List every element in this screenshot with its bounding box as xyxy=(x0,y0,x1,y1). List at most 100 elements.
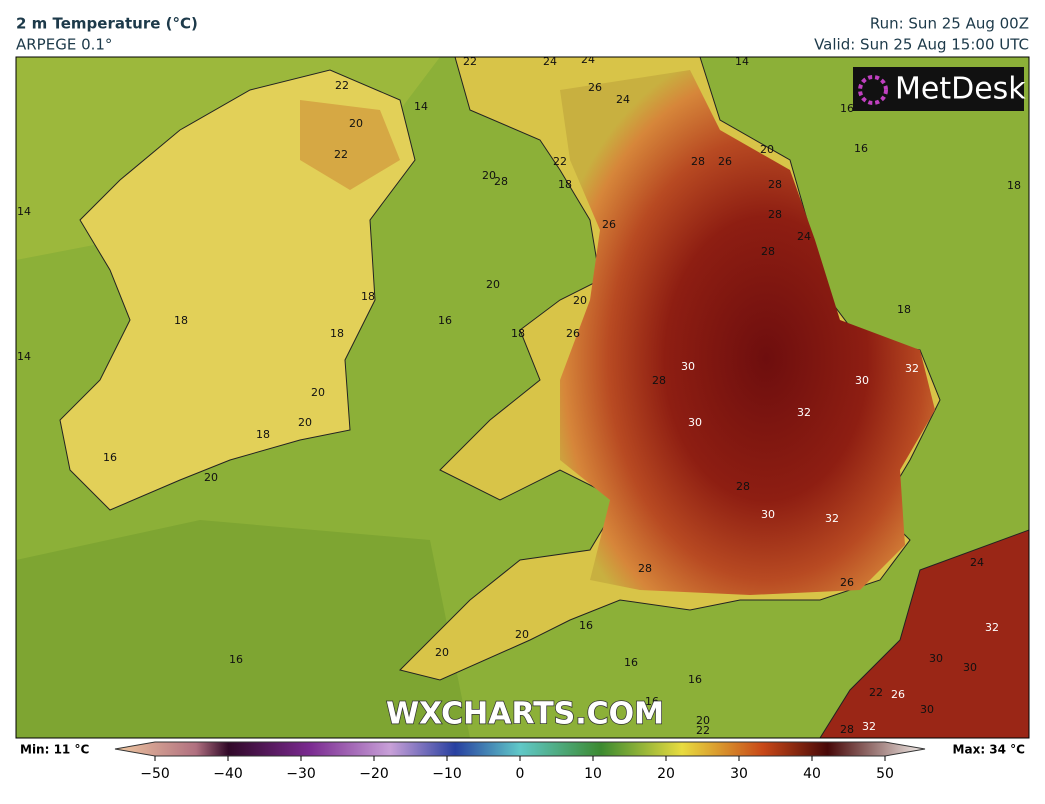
contour-label: 30 xyxy=(920,703,934,716)
contour-label: 16 xyxy=(103,451,117,464)
contour-label: 18 xyxy=(897,303,911,316)
contour-label: 20 xyxy=(482,169,496,182)
contour-label: 18 xyxy=(511,327,525,340)
colorbar-tick-label: −30 xyxy=(286,766,316,782)
contour-label: 20 xyxy=(204,471,218,484)
contour-label: 22 xyxy=(334,148,348,161)
colorbar-tick-label: 50 xyxy=(876,766,894,782)
contour-label: 28 xyxy=(691,155,705,168)
contour-label: 30 xyxy=(681,360,695,373)
model: ARPEGE 0.1° xyxy=(16,36,112,54)
contour-label: 18 xyxy=(558,178,572,191)
contour-label: 30 xyxy=(855,374,869,387)
contour-label: 16 xyxy=(438,314,452,327)
contour-label: 28 xyxy=(761,245,775,258)
contour-label: 20 xyxy=(696,714,710,727)
contour-label: 18 xyxy=(330,327,344,340)
contour-label: 20 xyxy=(349,117,363,130)
contour-label: 20 xyxy=(486,278,500,291)
logo-box xyxy=(853,67,1024,111)
colorbar-tick-label: −50 xyxy=(140,766,170,782)
contour-label: 14 xyxy=(17,205,31,218)
contour-label: 32 xyxy=(797,406,811,419)
sea-south xyxy=(16,520,470,738)
contour-label: 22 xyxy=(463,55,477,68)
colorbar-tick-label: 10 xyxy=(584,766,602,782)
contour-label: 28 xyxy=(840,723,854,736)
contour-label: 14 xyxy=(735,55,749,68)
logo: MetDesk xyxy=(895,72,1026,107)
contour-label: 18 xyxy=(1007,179,1021,192)
contour-label: 28 xyxy=(652,374,666,387)
contour-label: 26 xyxy=(840,576,854,589)
contour-label: 26 xyxy=(718,155,732,168)
run: Run: Sun 25 Aug 00Z xyxy=(870,15,1029,33)
contour-label: 32 xyxy=(862,720,876,733)
contour-label: 16 xyxy=(840,102,854,115)
valid: Valid: Sun 25 Aug 15:00 UTC xyxy=(814,36,1029,54)
contour-label: 24 xyxy=(616,93,630,106)
contour-label: 14 xyxy=(17,350,31,363)
contour-label: 28 xyxy=(736,480,750,493)
contour-label: 16 xyxy=(229,653,243,666)
colorbar-tick-label: −20 xyxy=(359,766,389,782)
contour-label: 16 xyxy=(579,619,593,632)
colorbar-tick-label: −40 xyxy=(213,766,243,782)
contour-label: 24 xyxy=(581,53,595,66)
contour-label: 24 xyxy=(970,556,984,569)
contour-label: 16 xyxy=(624,656,638,669)
max-label: Max: 34 °C xyxy=(953,743,1026,757)
contour-label: 16 xyxy=(645,695,659,708)
france xyxy=(819,529,1029,738)
contour-label: 16 xyxy=(688,673,702,686)
contour-label: 28 xyxy=(638,562,652,575)
ireland-warm xyxy=(300,100,400,190)
contour-label: 32 xyxy=(825,512,839,525)
contour-label: 24 xyxy=(543,55,557,68)
contour-label: 20 xyxy=(573,294,587,307)
contour-label: 26 xyxy=(891,688,905,701)
contour-label: 22 xyxy=(869,686,883,699)
contour-label: 20 xyxy=(298,416,312,429)
logo-icon xyxy=(858,75,888,105)
contour-label: 26 xyxy=(602,218,616,231)
title: 2 m Temperature (°C) xyxy=(16,15,198,33)
contour-label: 20 xyxy=(435,646,449,659)
colorbar-tick-label: −10 xyxy=(432,766,462,782)
contour-label: 26 xyxy=(588,81,602,94)
ireland xyxy=(59,69,416,511)
contour-label: 28 xyxy=(768,178,782,191)
contour-label: 30 xyxy=(761,508,775,521)
contour-label: 20 xyxy=(515,628,529,641)
contour-label: 18 xyxy=(256,428,270,441)
contour-label: 32 xyxy=(985,621,999,634)
contour-label: 28 xyxy=(768,208,782,221)
contour-label: 22 xyxy=(553,155,567,168)
contour-label: 14 xyxy=(414,100,428,113)
contour-label: 22 xyxy=(696,724,710,737)
contour-label: 22 xyxy=(335,79,349,92)
min-label: Min: 11 °C xyxy=(20,743,89,757)
contour-label: 20 xyxy=(760,143,774,156)
contour-label: 30 xyxy=(929,652,943,665)
watermark: WXCHARTS.COM xyxy=(386,697,664,732)
colorbar xyxy=(114,741,926,757)
colorbar-tick-label: 30 xyxy=(730,766,748,782)
contour-label: 24 xyxy=(797,230,811,243)
colorbar-tick-label: 40 xyxy=(803,766,821,782)
contour-label: 26 xyxy=(566,327,580,340)
colorbar-tick-label: 20 xyxy=(657,766,675,782)
contour-label: 18 xyxy=(174,314,188,327)
contour-label: 28 xyxy=(494,175,508,188)
heat-core xyxy=(560,70,935,595)
contour-label: 32 xyxy=(905,362,919,375)
contour-label: 20 xyxy=(311,386,325,399)
map-frame xyxy=(15,56,1030,739)
contour-label: 30 xyxy=(963,661,977,674)
colorbar-tick-label: 0 xyxy=(516,766,525,782)
contour-label: 16 xyxy=(854,142,868,155)
contour-label: 30 xyxy=(688,416,702,429)
